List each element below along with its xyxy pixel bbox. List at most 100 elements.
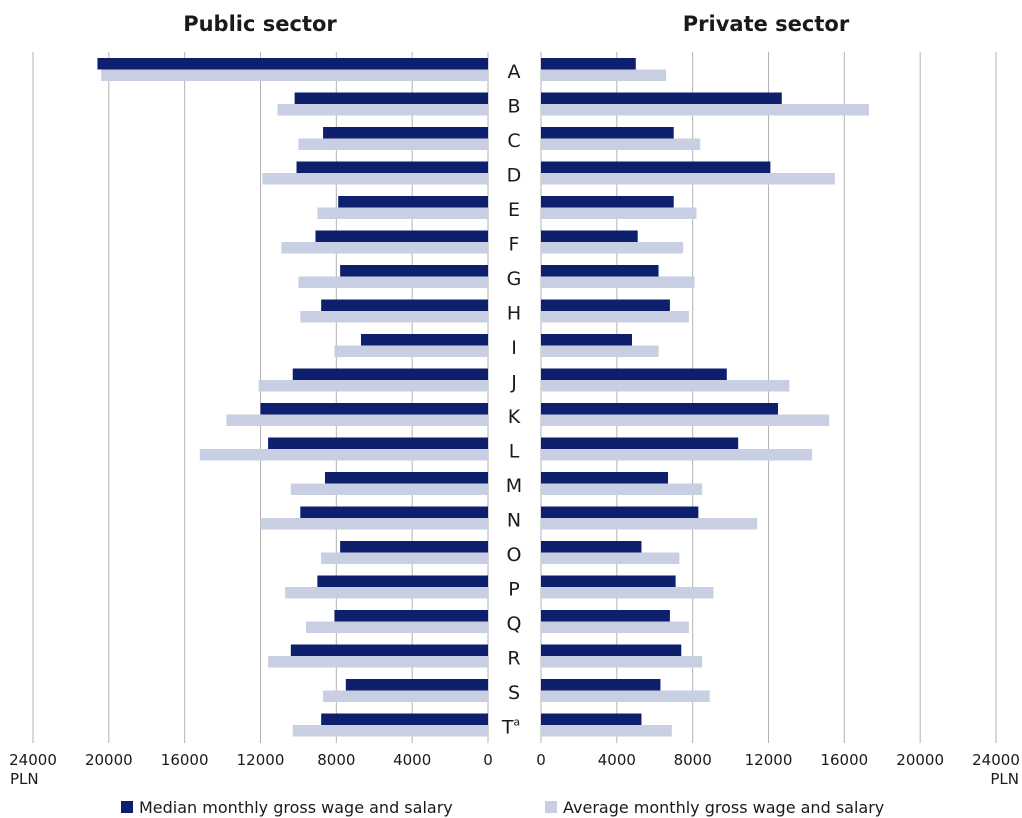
bar-private-median — [541, 403, 778, 415]
tick-label-private: 20000 — [896, 751, 944, 769]
bar-private-average — [541, 380, 790, 392]
bar-private-median — [541, 506, 699, 518]
bar-private-average — [541, 414, 830, 426]
bar-private-median — [541, 58, 636, 70]
bar-private-average — [541, 207, 697, 219]
legend-label-average: Average monthly gross wage and salary — [563, 798, 884, 817]
bar-private-median — [541, 472, 669, 484]
bar-public-median — [290, 644, 488, 656]
bar-private-average — [541, 345, 659, 357]
category-label: N — [507, 510, 521, 532]
bar-public-median — [334, 610, 488, 622]
gridlines — [32, 52, 997, 743]
bar-public-average — [298, 138, 488, 150]
bar-public-average — [321, 552, 488, 564]
bar-private-average — [541, 173, 835, 185]
bar-public-average — [334, 345, 488, 357]
category-label: F — [509, 234, 520, 256]
category-label: D — [507, 165, 522, 187]
bar-public-median — [340, 265, 488, 277]
tick-label-private: 12000 — [745, 751, 793, 769]
bar-public-median — [324, 472, 488, 484]
bar-private-average — [541, 276, 695, 288]
bar-private-average — [541, 311, 689, 323]
bar-private-average — [541, 69, 667, 81]
bar-public-median — [97, 58, 488, 70]
bar-private-average — [541, 552, 680, 564]
bar-private-average — [541, 518, 758, 530]
bar-public-average — [101, 69, 488, 81]
bar-public-average — [285, 587, 488, 599]
axis-ticks: 24000 20000 16000 12000 8000 4000 0 0 4000 8000 12… — [9, 751, 1020, 769]
bar-private-median — [541, 92, 782, 104]
bar-private-average — [541, 621, 689, 633]
category-label: L — [509, 441, 520, 463]
bar-private-median — [541, 334, 632, 346]
bar-private-average — [541, 587, 714, 599]
bar-public-average — [199, 449, 489, 461]
bar-public-average — [300, 311, 488, 323]
bar-private-average — [541, 725, 672, 737]
tick-label-public: 8000 — [317, 751, 355, 769]
category-label: R — [507, 648, 520, 670]
bar-public-average — [292, 725, 488, 737]
tick-label-private: 4000 — [598, 751, 636, 769]
category-label: B — [507, 96, 520, 118]
tick-label-private: 0 — [536, 751, 546, 769]
bar-public-median — [300, 506, 488, 518]
bar-public-median — [345, 679, 488, 691]
bar-public-median — [268, 437, 488, 449]
bar-public-average — [323, 690, 488, 702]
category-superscript: a — [513, 716, 520, 729]
bar-public-average — [258, 380, 488, 392]
category-label: Q — [507, 613, 522, 635]
bar-private-median — [541, 368, 727, 380]
bar-public-average — [281, 242, 488, 254]
bar-public-median — [321, 713, 488, 725]
tick-label-public: 4000 — [393, 751, 431, 769]
bar-private-median — [541, 610, 670, 622]
bar-private-average — [541, 690, 710, 702]
bar-public-median — [340, 541, 488, 553]
bar-private-median — [541, 196, 674, 208]
bar-private-median — [541, 713, 642, 725]
bars — [97, 58, 869, 737]
tick-label-public: 0 — [483, 751, 493, 769]
bar-public-median — [315, 230, 488, 242]
bar-private-average — [541, 483, 703, 495]
bar-public-median — [321, 299, 488, 311]
bar-public-median — [296, 161, 488, 173]
category-label: P — [508, 579, 519, 601]
category-label: O — [507, 544, 522, 566]
bar-private-average — [541, 138, 701, 150]
bar-public-average — [268, 656, 488, 668]
bar-public-median — [292, 368, 488, 380]
bar-private-median — [541, 161, 771, 173]
bar-public-median — [260, 403, 488, 415]
legend: Median monthly gross wage and salary Ave… — [121, 798, 884, 817]
bar-private-median — [541, 127, 674, 139]
bar-public-median — [338, 196, 488, 208]
bar-public-median — [323, 127, 488, 139]
category-label: K — [508, 406, 521, 428]
bar-public-median — [294, 92, 488, 104]
category-label: H — [507, 303, 521, 325]
bar-private-average — [541, 449, 813, 461]
category-label: C — [507, 130, 520, 152]
bar-public-average — [298, 276, 488, 288]
bar-private-median — [541, 644, 682, 656]
panel-title-public: Public sector — [183, 12, 337, 36]
category-label: J — [510, 372, 517, 394]
legend-swatch-average — [545, 801, 557, 813]
bar-private-median — [541, 299, 670, 311]
tick-label-public: 16000 — [161, 751, 209, 769]
bar-public-median — [360, 334, 488, 346]
panel-title-private: Private sector — [683, 12, 850, 36]
bar-public-median — [317, 575, 488, 587]
bar-private-median — [541, 679, 661, 691]
unit-label-left: PLN — [10, 770, 39, 788]
bar-public-average — [277, 104, 488, 116]
bar-private-average — [541, 242, 684, 254]
bar-private-median — [541, 575, 676, 587]
